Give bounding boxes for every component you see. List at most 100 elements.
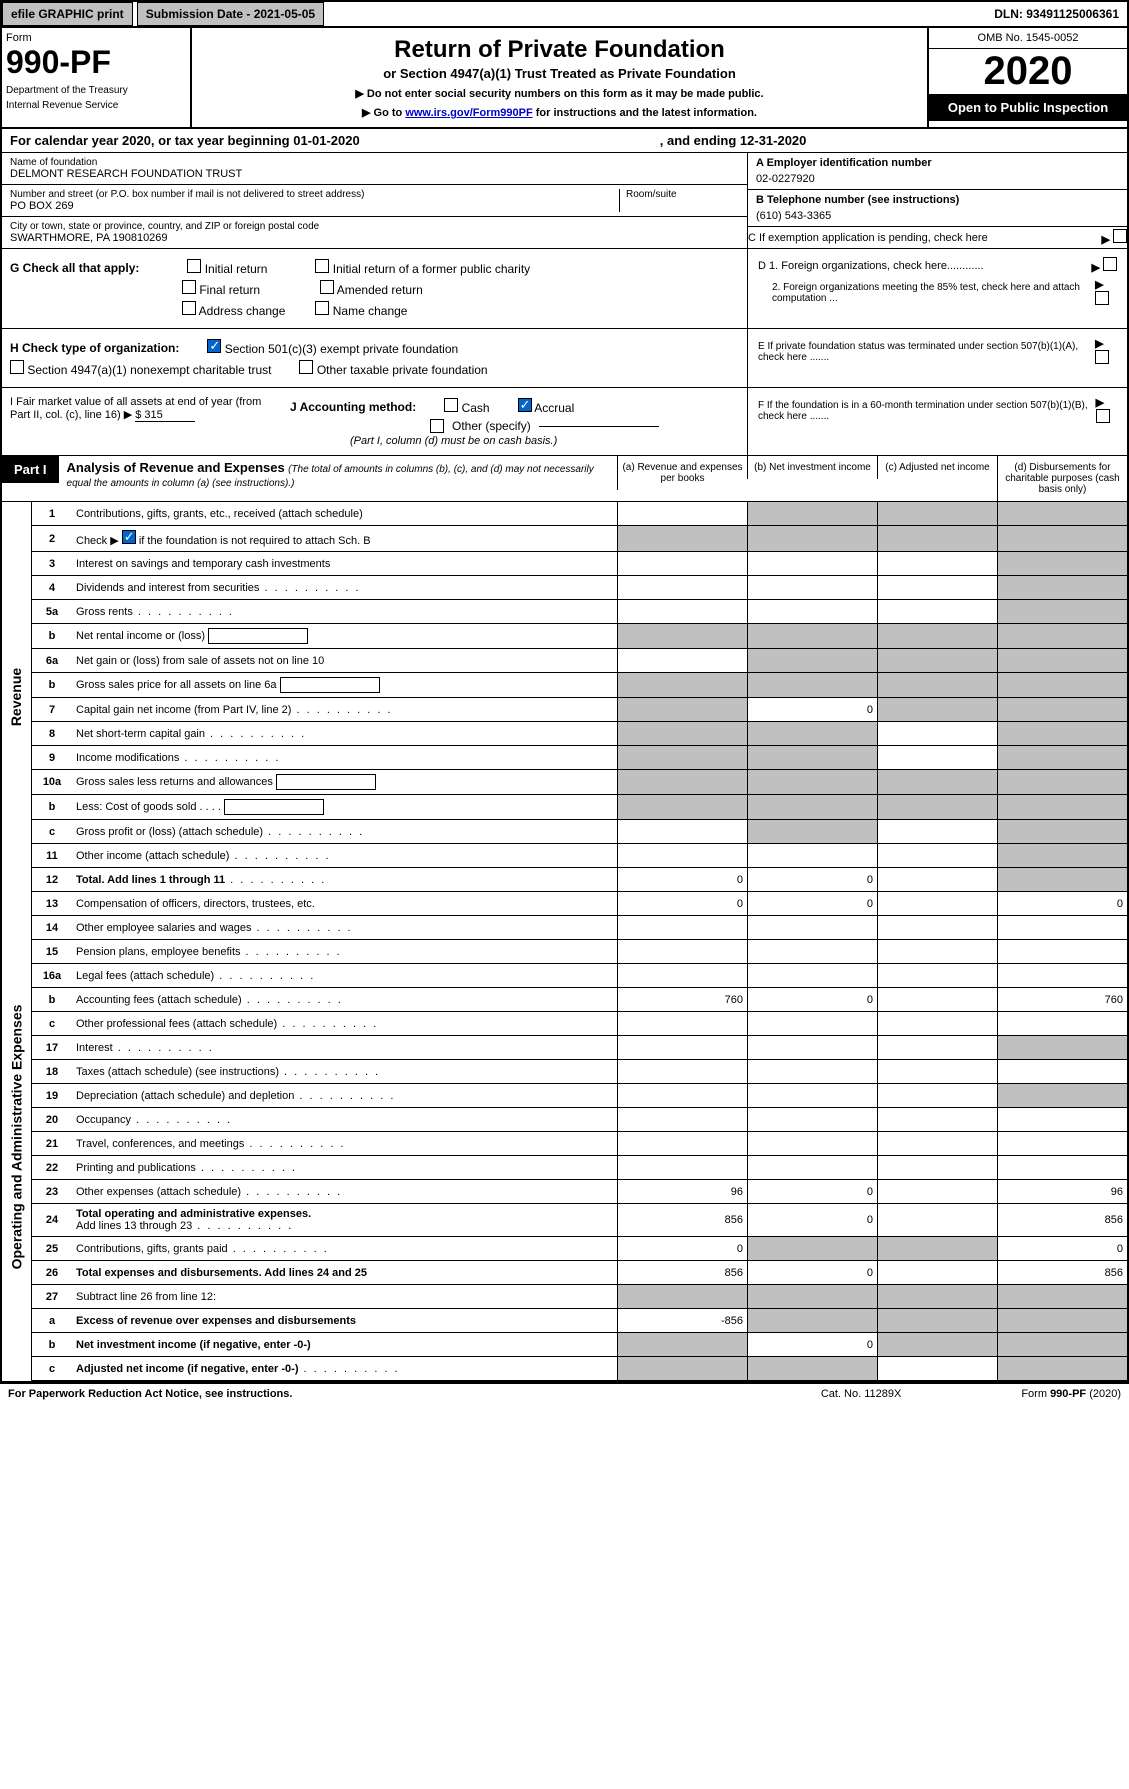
c-check: C If exemption application is pending, c…: [748, 227, 1127, 248]
omb-number: OMB No. 1545-0052: [929, 28, 1127, 49]
row-26: Total expenses and disbursements. Add li…: [72, 1263, 617, 1283]
d2-label: 2. Foreign organizations meeting the 85%…: [758, 282, 1095, 304]
r26-b: 0: [747, 1261, 877, 1284]
part1-title-text: Analysis of Revenue and Expenses: [67, 460, 285, 475]
other-method-checkbox[interactable]: [430, 419, 444, 433]
cogs-box[interactable]: [224, 799, 324, 815]
h-left: H Check type of organization: Section 50…: [2, 329, 747, 387]
schb-checkbox[interactable]: [122, 530, 136, 544]
phone-label: B Telephone number (see instructions): [756, 194, 1119, 206]
revenue-text: Revenue: [9, 668, 25, 726]
part1-header: Part I Analysis of Revenue and Expenses …: [2, 456, 1127, 502]
ij-left: I Fair market value of all assets at end…: [2, 388, 747, 455]
cal-year-begin: For calendar year 2020, or tax year begi…: [10, 133, 360, 148]
ein-label: A Employer identification number: [756, 157, 1119, 169]
row-21: Travel, conferences, and meetings: [72, 1134, 617, 1154]
g-row: G Check all that apply: Initial return I…: [2, 249, 1127, 329]
f-label: F If the foundation is in a 60-month ter…: [758, 400, 1096, 422]
g-left: G Check all that apply: Initial return I…: [2, 249, 747, 328]
row-6a: Net gain or (loss) from sale of assets n…: [72, 651, 617, 671]
phone-cell: B Telephone number (see instructions) (6…: [748, 190, 1127, 227]
inst2-pre: ▶ Go to: [362, 107, 405, 119]
row-10a: Gross sales less returns and allowances: [72, 770, 617, 794]
cash-label: Cash: [462, 401, 490, 415]
sec501-label: Section 501(c)(3) exempt private foundat…: [225, 342, 458, 356]
col-b-header: (b) Net investment income: [747, 456, 877, 479]
row-23: Other expenses (attach schedule): [72, 1182, 617, 1202]
row-27c: Adjusted net income (if negative, enter …: [72, 1359, 617, 1379]
other-label: Other (specify): [452, 419, 531, 433]
r23-b: 0: [747, 1180, 877, 1203]
r24-d: 856: [997, 1204, 1127, 1236]
rental-box[interactable]: [208, 628, 308, 644]
r27a-a: -856: [617, 1309, 747, 1332]
cash-checkbox[interactable]: [444, 398, 458, 412]
sec4947-label: Section 4947(a)(1) nonexempt charitable …: [27, 363, 271, 377]
foundation-name: DELMONT RESEARCH FOUNDATION TRUST: [10, 168, 739, 180]
r26-a: 856: [617, 1261, 747, 1284]
r7-b: 0: [747, 698, 877, 721]
efile-print-button[interactable]: efile GRAPHIC print: [2, 2, 133, 26]
sec501-checkbox[interactable]: [207, 339, 221, 353]
address-cell: Number and street (or P.O. box number if…: [2, 185, 747, 217]
c-checkbox[interactable]: [1113, 229, 1127, 243]
row-12: Total. Add lines 1 through 11: [72, 870, 617, 890]
other-tax-checkbox[interactable]: [299, 360, 313, 374]
r27b-b: 0: [747, 1333, 877, 1356]
f-checkbox[interactable]: [1096, 409, 1110, 423]
r23-a: 96: [617, 1180, 747, 1203]
row-2: Check ▶ if the foundation is not require…: [72, 526, 617, 551]
r23-d: 96: [997, 1180, 1127, 1203]
d2-checkbox[interactable]: [1095, 291, 1109, 305]
row-27: Subtract line 26 from line 12:: [72, 1287, 617, 1307]
gross-sales-returns-box[interactable]: [276, 774, 376, 790]
e-checkbox[interactable]: [1095, 350, 1109, 364]
name-change-checkbox[interactable]: [315, 301, 329, 315]
final-checkbox[interactable]: [182, 280, 196, 294]
revenue-section: Revenue 1Contributions, gifts, grants, e…: [2, 502, 1127, 892]
revenue-side-label: Revenue: [2, 502, 32, 892]
row-24: Total operating and administrative expen…: [72, 1204, 617, 1236]
form-ref: Form 990-PF (2020): [1021, 1388, 1121, 1400]
row-10c: Gross profit or (loss) (attach schedule): [72, 822, 617, 842]
row-17: Interest: [72, 1038, 617, 1058]
gross-sales-box[interactable]: [280, 677, 380, 693]
form-number: 990-PF: [6, 44, 186, 81]
addr-label: Number and street (or P.O. box number if…: [10, 189, 619, 200]
sec4947-checkbox[interactable]: [10, 360, 24, 374]
part1-title: Analysis of Revenue and Expenses (The to…: [59, 456, 617, 493]
row-1: Contributions, gifts, grants, etc., rece…: [72, 504, 617, 524]
initial-checkbox[interactable]: [187, 259, 201, 273]
r12-b: 0: [747, 868, 877, 891]
r12-a: 0: [617, 868, 747, 891]
row-20: Occupancy: [72, 1110, 617, 1130]
d-right: D 1. Foreign organizations, check here..…: [747, 249, 1127, 328]
col-a-header: (a) Revenue and expenses per books: [617, 456, 747, 490]
header-left: Form 990-PF Department of the Treasury I…: [2, 28, 192, 127]
header-center: Return of Private Foundation or Section …: [192, 28, 927, 127]
row-10b: Less: Cost of goods sold . . . .: [72, 795, 617, 819]
submission-date: Submission Date - 2021-05-05: [137, 2, 324, 26]
d1-checkbox[interactable]: [1103, 257, 1117, 271]
paperwork-notice: For Paperwork Reduction Act Notice, see …: [8, 1388, 292, 1400]
ein-cell: A Employer identification number 02-0227…: [748, 153, 1127, 190]
irs-link[interactable]: www.irs.gov/Form990PF: [405, 107, 532, 119]
amended-checkbox[interactable]: [320, 280, 334, 294]
e-right: E If private foundation status was termi…: [747, 329, 1127, 387]
row-22: Printing and publications: [72, 1158, 617, 1178]
ein: 02-0227920: [756, 169, 1119, 185]
info-left: Name of foundation DELMONT RESEARCH FOUN…: [2, 153, 747, 248]
initial-label: Initial return: [205, 262, 268, 276]
col-c-header: (c) Adjusted net income: [877, 456, 997, 479]
row-11: Other income (attach schedule): [72, 846, 617, 866]
other-specify-field[interactable]: [539, 426, 659, 427]
j-label: J Accounting method:: [290, 400, 416, 414]
initial-former-label: Initial return of a former public charit…: [333, 262, 530, 276]
dln-number: DLN: 93491125006361: [986, 3, 1127, 25]
col-d-header: (d) Disbursements for charitable purpose…: [997, 456, 1127, 501]
expenses-section: Operating and Administrative Expenses 13…: [2, 892, 1127, 1381]
row-19: Depreciation (attach schedule) and deple…: [72, 1086, 617, 1106]
addr-change-checkbox[interactable]: [182, 301, 196, 315]
accrual-checkbox[interactable]: [518, 398, 532, 412]
initial-former-checkbox[interactable]: [315, 259, 329, 273]
